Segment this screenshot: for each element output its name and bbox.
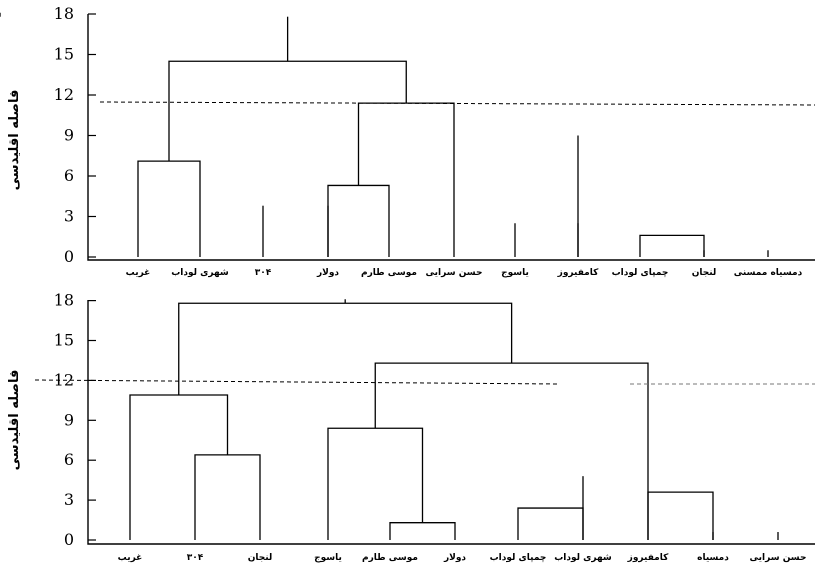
leaf-label: غریب <box>126 268 151 278</box>
leaf-label: لنجان <box>692 268 717 278</box>
y-tick-label: 0 <box>64 247 74 266</box>
dendrogram-link <box>389 522 456 540</box>
cut-line-bottom <box>34 379 561 385</box>
leaf-label: غریب <box>118 553 143 563</box>
leaf-label: کامفیروز <box>557 268 599 278</box>
y-tick-label: 15 <box>54 45 74 64</box>
dendrogram-links-bottom <box>129 299 779 540</box>
leaf-label: چمپای لوداب <box>490 553 547 563</box>
leaf-label: حسن سرایی <box>426 268 483 278</box>
axes-top <box>87 14 815 261</box>
leaf-label: شهری لوداب <box>554 553 612 563</box>
leaf-label: حسن سرایی <box>750 553 807 563</box>
leaf-label: موسی طارم <box>361 268 417 278</box>
dendrogram-link <box>327 184 390 257</box>
leaf-label: شهری لوداب <box>171 268 229 278</box>
leaf-label: یاسوج <box>501 268 529 278</box>
leaf-label: لنجان <box>248 553 273 563</box>
dendrogram-link <box>517 507 584 540</box>
leaf-labels-bottom: غریب ۳۰۴ لنجان یاسوج موسی طارم دولار چمپای لود… <box>118 553 807 563</box>
y-tick-label: 18 <box>54 4 74 23</box>
dendrogram-link <box>168 60 407 162</box>
dendrogram-link <box>194 454 261 540</box>
leaf-label: ۳۰۴ <box>187 553 204 563</box>
dendrogram-link <box>357 102 455 257</box>
y-tick-label: 6 <box>64 450 74 469</box>
y-tick-label: 0 <box>64 530 74 549</box>
leaf-label: ۳۰۴ <box>255 268 272 278</box>
dendrogram-link <box>129 394 229 540</box>
leaf-label: کامفیروز <box>627 553 669 563</box>
leaf-label: دولار <box>316 268 339 278</box>
y-axis-label-top: فاصله اقلیدسی <box>7 90 22 191</box>
y-tick-label: 12 <box>54 85 74 104</box>
panel-top: 0 3 6 9 12 15 18 فاصله اقلیدسی غریب شهری لوداب ۳… <box>0 4 816 278</box>
leaf-labels-top: غریب شهری لوداب ۳۰۴ دولار موسی طارم حسن سرایی… <box>126 268 803 278</box>
y-tick-label: 18 <box>54 291 74 310</box>
y-tick-label: 9 <box>64 126 74 145</box>
dendrogram-links-top <box>0 12 769 257</box>
y-ticks-top: 0 3 6 9 12 15 18 <box>54 4 96 266</box>
leaf-label: دولار <box>443 553 466 563</box>
leaf-label: دمسیاه <box>697 553 729 563</box>
dendrogram-link <box>374 362 649 540</box>
y-tick-label: 15 <box>54 331 74 350</box>
leaf-label: دمسیاه ممسنی <box>734 268 803 278</box>
cut-line-top <box>99 101 816 106</box>
leaf-label: موسی طارم <box>362 553 418 563</box>
leaf-label: یاسوج <box>314 553 342 563</box>
leaf-label: چمپای لوداب <box>612 268 669 278</box>
y-axis-label-bottom: فاصله اقلیدسی <box>7 370 22 471</box>
dendrogram-link <box>639 234 705 257</box>
dendrogram-link <box>178 302 513 396</box>
dendrogram-link <box>137 160 201 257</box>
y-tick-label: 3 <box>64 490 74 509</box>
y-tick-label: 9 <box>64 410 74 429</box>
dendrogram-link <box>647 491 714 540</box>
axes-bottom <box>87 300 815 545</box>
y-tick-label: 6 <box>64 166 74 185</box>
y-tick-label: 3 <box>64 207 74 226</box>
